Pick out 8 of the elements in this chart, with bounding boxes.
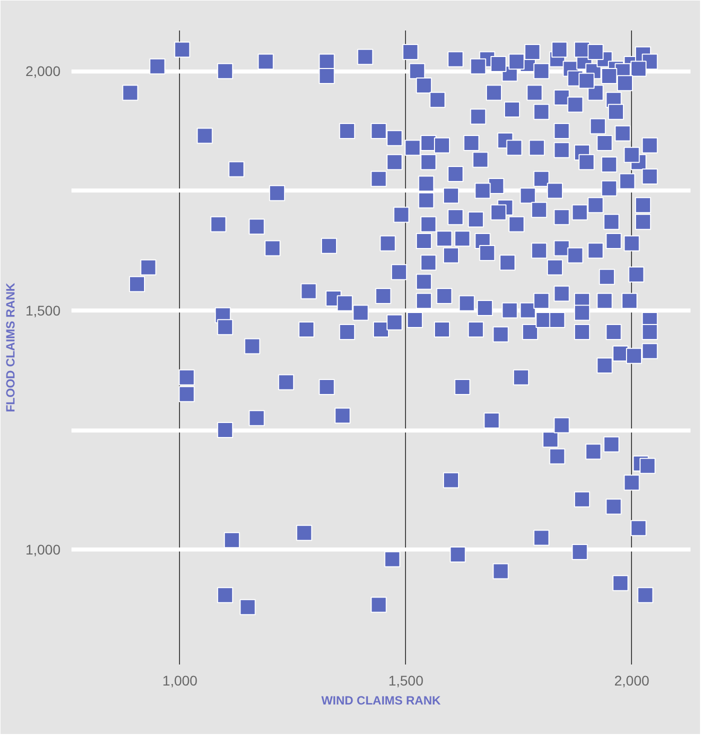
x-tick-label: 2,000 bbox=[614, 672, 650, 688]
y-tick-label: 1,500 bbox=[25, 302, 61, 318]
x-tick-label: 1,000 bbox=[162, 672, 198, 688]
y-tick-label: 2,000 bbox=[25, 63, 61, 80]
x-axis-title: WIND CLAIMS RANK bbox=[321, 694, 441, 708]
y-tick-label: 1,000 bbox=[25, 542, 61, 558]
y-axis-title: FLOOD CLAIMS RANK bbox=[3, 282, 18, 412]
x-tick-label: 1,500 bbox=[388, 672, 424, 688]
